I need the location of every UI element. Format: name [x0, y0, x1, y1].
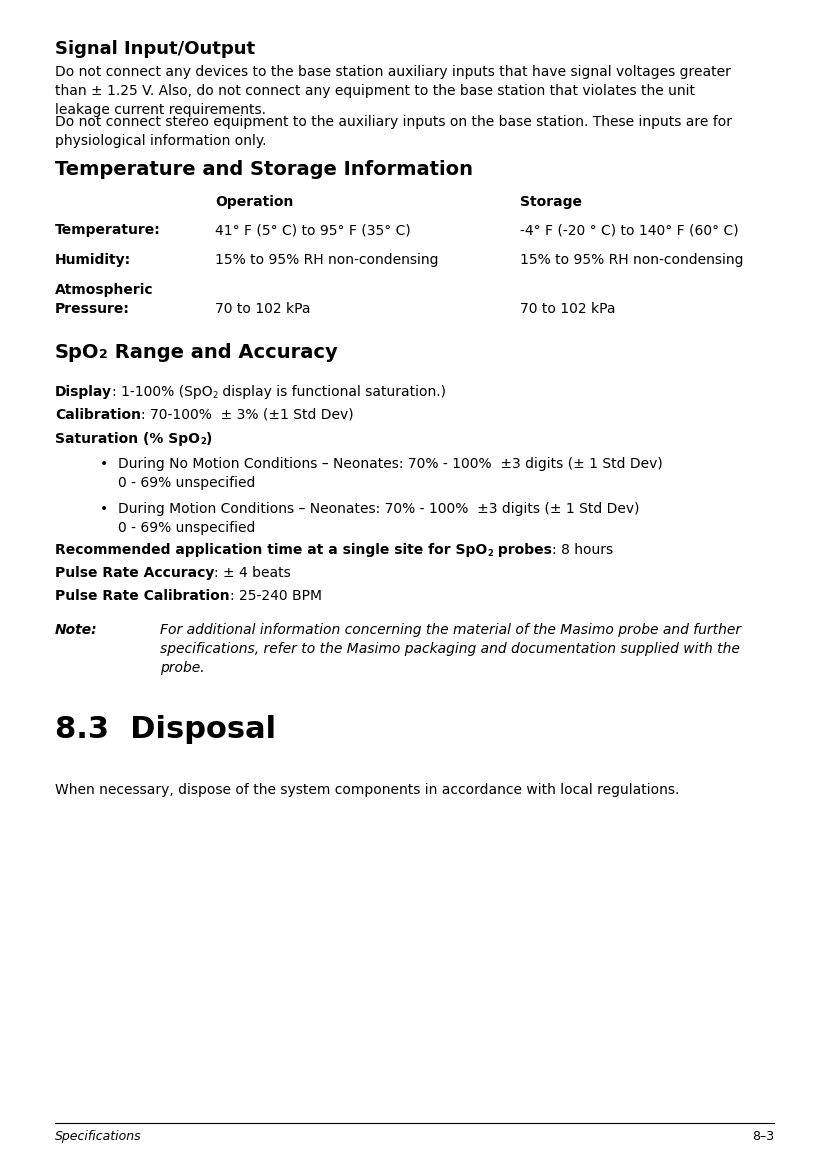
Text: Note:: Note:	[55, 623, 98, 637]
Text: display is functional saturation.): display is functional saturation.)	[218, 384, 445, 398]
Text: : 25-240 BPM: : 25-240 BPM	[229, 589, 321, 603]
Text: 15% to 95% RH non-condensing: 15% to 95% RH non-condensing	[519, 253, 743, 267]
Text: Calibration: Calibration	[55, 408, 141, 422]
Text: Pulse Rate Calibration: Pulse Rate Calibration	[55, 589, 229, 603]
Text: 2: 2	[200, 438, 205, 446]
Text: 70 to 102 kPa: 70 to 102 kPa	[519, 302, 614, 316]
Text: probes: probes	[493, 543, 551, 557]
Text: During Motion Conditions – Neonates: 70% - 100%  ±3 digits (± 1 Std Dev)
0 - 69%: During Motion Conditions – Neonates: 70%…	[118, 502, 638, 535]
Text: Temperature:: Temperature:	[55, 223, 161, 236]
Text: 2: 2	[487, 549, 493, 558]
Text: 15% to 95% RH non-condensing: 15% to 95% RH non-condensing	[214, 253, 438, 267]
Text: Atmospheric: Atmospheric	[55, 283, 153, 297]
Text: : 1-100% (SpO: : 1-100% (SpO	[112, 384, 212, 398]
Text: For additional information concerning the material of the Masimo probe and furth: For additional information concerning th…	[160, 623, 740, 675]
Text: ): )	[205, 432, 212, 446]
Text: 2: 2	[212, 390, 218, 400]
Text: Storage: Storage	[519, 195, 581, 209]
Text: •: •	[100, 457, 108, 471]
Text: Humidity:: Humidity:	[55, 253, 131, 267]
Text: : ± 4 beats: : ± 4 beats	[214, 566, 291, 580]
Text: Operation: Operation	[214, 195, 293, 209]
Text: Temperature and Storage Information: Temperature and Storage Information	[55, 160, 473, 179]
Text: Specifications: Specifications	[55, 1130, 142, 1143]
Text: SpO: SpO	[55, 343, 99, 362]
Text: : 8 hours: : 8 hours	[551, 543, 613, 557]
Text: When necessary, dispose of the system components in accordance with local regula: When necessary, dispose of the system co…	[55, 783, 679, 797]
Text: 70 to 102 kPa: 70 to 102 kPa	[214, 302, 310, 316]
Text: 2: 2	[99, 348, 108, 361]
Text: Pressure:: Pressure:	[55, 302, 130, 316]
Text: Pulse Rate Accuracy: Pulse Rate Accuracy	[55, 566, 214, 580]
Text: Range and Accuracy: Range and Accuracy	[108, 343, 338, 362]
Text: •: •	[100, 502, 108, 516]
Text: 8.3  Disposal: 8.3 Disposal	[55, 715, 276, 744]
Text: During No Motion Conditions – Neonates: 70% - 100%  ±3 digits (± 1 Std Dev)
0 - : During No Motion Conditions – Neonates: …	[118, 457, 662, 490]
Text: -4° F (-20 ° C) to 140° F (60° C): -4° F (-20 ° C) to 140° F (60° C)	[519, 223, 738, 236]
Text: 41° F (5° C) to 95° F (35° C): 41° F (5° C) to 95° F (35° C)	[214, 223, 410, 236]
Text: Recommended application time at a single site for SpO: Recommended application time at a single…	[55, 543, 487, 557]
Text: Signal Input/Output: Signal Input/Output	[55, 40, 255, 58]
Text: Saturation (% SpO: Saturation (% SpO	[55, 432, 200, 446]
Text: 8–3: 8–3	[751, 1130, 773, 1143]
Text: Display: Display	[55, 384, 112, 398]
Text: : 70-100%  ± 3% (±1 Std Dev): : 70-100% ± 3% (±1 Std Dev)	[141, 408, 354, 422]
Text: Do not connect stereo equipment to the auxiliary inputs on the base station. The: Do not connect stereo equipment to the a…	[55, 115, 731, 148]
Text: Do not connect any devices to the base station auxiliary inputs that have signal: Do not connect any devices to the base s…	[55, 65, 730, 116]
